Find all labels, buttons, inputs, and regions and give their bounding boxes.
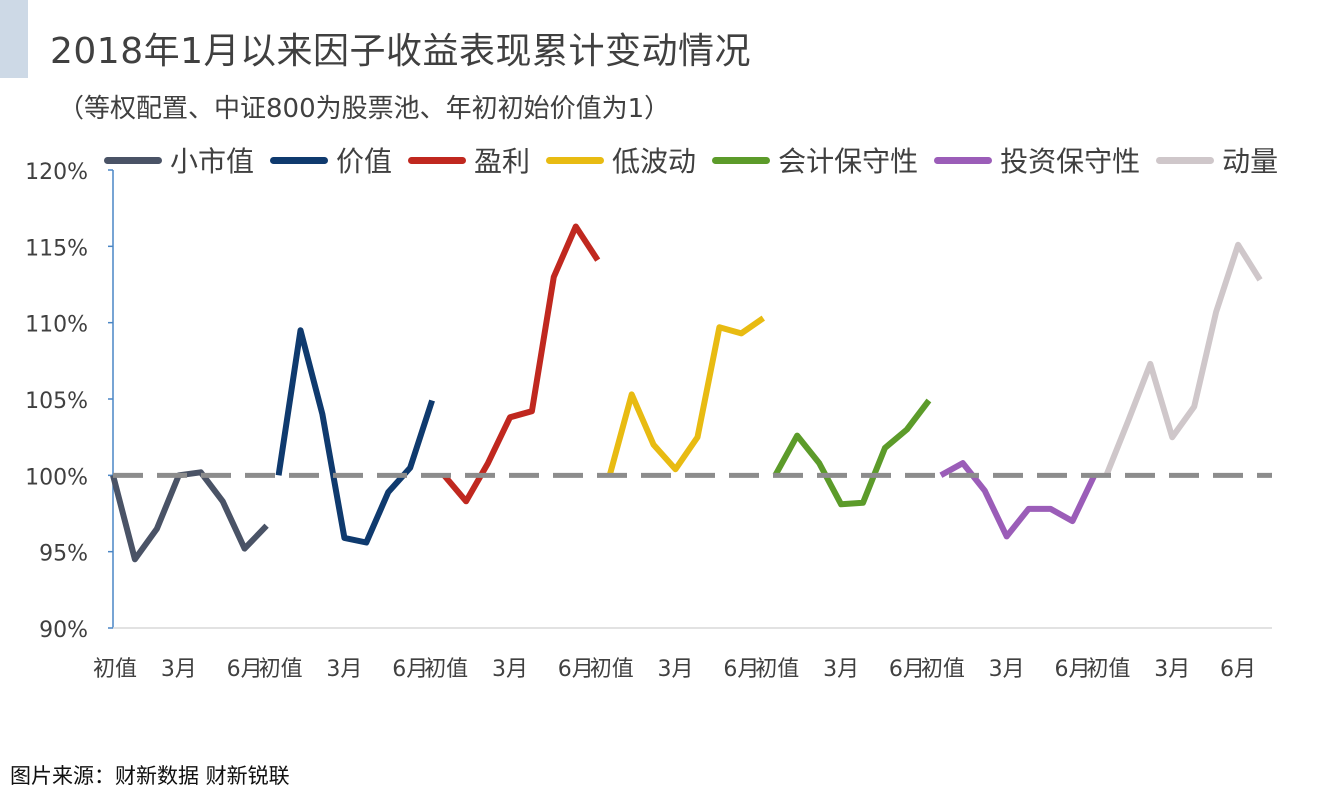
y-tick-label: 95%	[39, 542, 88, 567]
y-tick-label: 100%	[25, 465, 88, 490]
x-tick-label: 6月	[889, 657, 925, 682]
legend-swatch	[408, 156, 467, 164]
x-tick-label: 6月	[1220, 657, 1256, 682]
y-tick-label: 115%	[25, 236, 88, 261]
x-tick-label: 初值	[93, 657, 137, 682]
legend-item: 价值	[270, 140, 392, 180]
legend-swatch	[546, 156, 605, 164]
legend-label: 动量	[1222, 145, 1279, 178]
legend-item: 低波动	[546, 140, 696, 180]
x-tick-label: 6月	[392, 657, 428, 682]
legend-swatch	[270, 156, 329, 164]
x-tick-label: 初值	[259, 657, 303, 682]
source-note: 图片来源：财新数据 财新锐联	[10, 764, 290, 788]
legend-label: 价值	[336, 145, 393, 178]
x-tick-label: 3月	[823, 657, 859, 682]
series-line-3	[441, 223, 601, 505]
legend-swatch	[1156, 156, 1215, 164]
x-tick-label: 初值	[755, 657, 799, 682]
x-tick-label: 初值	[590, 657, 634, 682]
legend-label: 盈利	[474, 145, 531, 178]
legend-swatch	[712, 156, 771, 164]
y-tick-label: 90%	[39, 618, 88, 643]
legend-swatch	[934, 156, 993, 164]
x-tick-label: 6月	[723, 657, 759, 682]
x-tick-label: 3月	[1154, 657, 1190, 682]
title-accent-bar	[0, 0, 28, 78]
x-tick-label: 初值	[921, 657, 965, 682]
chart-title: 2018年1月以来因子收益表现累计变动情况	[50, 31, 752, 72]
series-line-6	[939, 460, 1098, 540]
legend-swatch	[104, 156, 162, 164]
x-tick-label: 6月	[1054, 657, 1090, 682]
legend-item: 盈利	[408, 140, 530, 180]
legend-item: 动量	[1156, 140, 1278, 180]
legend-label: 小市值	[170, 145, 255, 178]
series-line-4	[606, 315, 766, 477]
series-line-5	[772, 398, 932, 508]
x-tick-label: 3月	[492, 657, 528, 682]
series-line-7	[1103, 241, 1263, 477]
legend-item: 会计保守性	[712, 140, 918, 180]
y-tick-label: 105%	[25, 389, 88, 414]
legend-label: 投资保守性	[1000, 145, 1141, 178]
legend-item: 小市值	[104, 140, 254, 180]
chart-legend: 小市值 价值 盈利 低波动 会计保守性 投资保守性 动量	[104, 140, 1294, 180]
x-tick-label: 6月	[558, 657, 594, 682]
chart-subtitle: （等权配置、中证800为股票池、年初初始价值为1）	[58, 94, 671, 124]
series-line-1	[110, 469, 269, 563]
y-tick-label: 120%	[25, 160, 88, 185]
legend-label: 低波动	[612, 145, 697, 178]
x-tick-label: 初值	[424, 657, 468, 682]
series-line-2	[275, 327, 435, 546]
x-tick-label: 3月	[326, 657, 362, 682]
x-tick-label: 初值	[1086, 657, 1130, 682]
x-tick-label: 3月	[989, 657, 1025, 682]
x-tick-label: 3月	[658, 657, 694, 682]
legend-label: 会计保守性	[778, 145, 919, 178]
x-tick-label: 3月	[161, 657, 197, 682]
x-tick-label: 6月	[227, 657, 263, 682]
legend-item: 投资保守性	[934, 140, 1140, 180]
y-tick-label: 110%	[25, 313, 88, 338]
